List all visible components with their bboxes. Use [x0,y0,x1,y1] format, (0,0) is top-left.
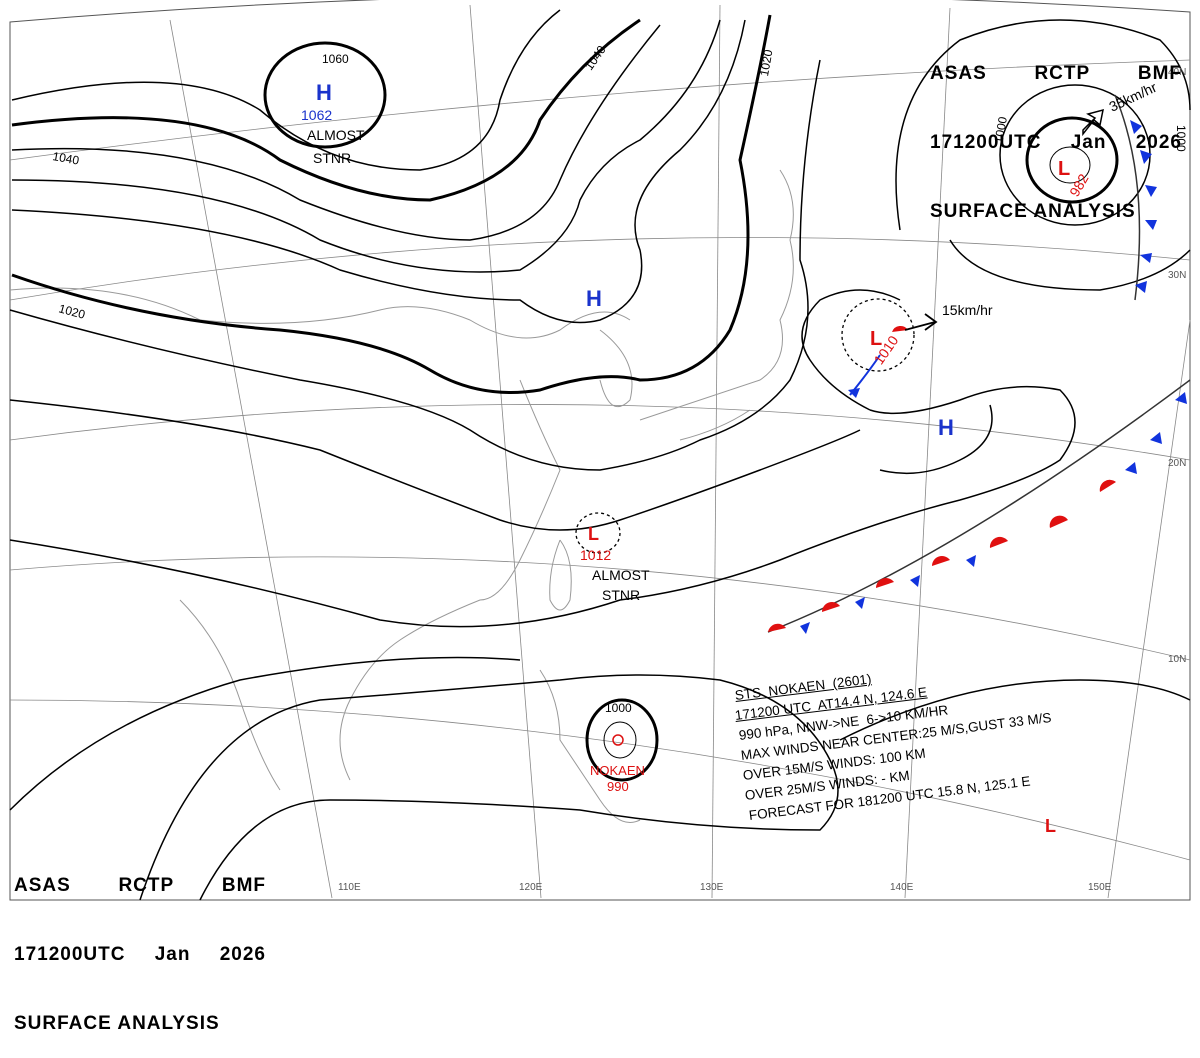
high-value: 1062 [301,107,332,123]
lon-label: 150E [1088,882,1112,893]
header-year: 2026 [1135,132,1182,153]
isobars [9,9,1191,901]
header-time: 171200UTC [14,944,126,965]
isobar-label: 1000 [1174,125,1188,152]
isobar-low-japan-dotted [841,298,915,372]
header-station: RCTP [118,875,175,896]
low-se-symbol: L [1045,816,1056,836]
coastlines [9,169,794,823]
lat-label: 40N [1168,67,1186,78]
high-symbol: H [316,80,332,105]
isobar-label: 1000 [992,115,1010,144]
high-east-symbol: H [938,415,954,440]
typhoon-info-block: STS NOKAEN (2601) 171200 UTC AT14.4 N, 1… [734,666,1135,823]
low-taiwan-note2: STNR [602,587,640,603]
lon-label: 110E [338,882,361,893]
isobar-typhoon-1000 [585,698,659,782]
japan-low-fronts [848,325,908,398]
header-top-right: ASAS RCTP BMF 171200UTC Jan 2026 SURFACE… [930,16,1182,246]
high-mid-symbol: H [586,286,602,311]
isobar-label: 1040 [51,149,80,167]
motion-arrow-ne-low [1082,108,1104,137]
header-month: Jan [154,944,191,965]
isobar-label: 1020 [757,48,775,77]
header-month: Jan [1070,132,1107,153]
low-taiwan-value: 1012 [580,547,611,563]
motion-arrow-japan-low [904,313,938,331]
typhoon-center [612,734,624,746]
graticule [9,4,1191,899]
isobar-label: 1000 [605,701,632,715]
header-agency: ASAS [930,63,987,84]
lat-label: 20N [1168,458,1186,469]
high-note2: STNR [313,150,351,166]
header-station: RCTP [1034,63,1091,84]
lon-label: 130E [700,882,724,893]
lat-label: 10N [1168,654,1186,665]
high-note1: ALMOST [307,127,365,143]
lat-label: 30N [1168,270,1186,281]
low-taiwan: L 1012 ALMOST STNR [580,524,650,603]
low-japan-speed: 15km/hr [942,302,993,318]
low-taiwan-note1: ALMOST [592,567,650,583]
map-frame [9,0,1191,901]
header-year: 2026 [219,944,266,965]
isobar-low-taiwan-dotted [575,512,621,554]
header-time: 171200UTC [930,132,1042,153]
header-code: BMF [221,875,266,896]
isobar-label: 1060 [322,52,349,66]
header-title: SURFACE ANALYSIS [930,201,1136,222]
low-japan: L 1010 15km/hr [870,302,993,367]
cold-front-ne [1114,94,1157,301]
stationary-front [767,379,1191,634]
low-ne-symbol: L [1058,158,1070,180]
header-code: BMF [1137,63,1182,84]
lon-label: 120E [519,882,543,893]
isobar-high-1060 [263,41,387,149]
low-japan-symbol: L [870,328,882,350]
header-agency: ASAS [14,875,71,896]
isobar-1040 [11,18,641,202]
header-title: SURFACE ANALYSIS [14,1013,220,1034]
isobar-1020-west [11,14,772,394]
typhoon-name: NOKAEN [590,763,645,778]
high-north: H 1062 ALMOST STNR [301,80,365,166]
typhoon-nokaen: NOKAEN 990 [590,734,645,794]
coordinate-labels: 110E 120E 130E 140E 150E 40N 30N 20N 10N [338,67,1186,893]
surface-analysis-map: H 1062 ALMOST STNR H H L 982 35km/hr L 1… [9,0,1191,901]
low-taiwan-symbol: L [588,524,599,544]
typhoon-value: 990 [607,779,629,794]
isobar-label: 1020 [57,301,87,322]
header-bottom-left: ASAS RCTP BMF 171200UTC Jan 2026 SURFACE… [14,828,266,1058]
lon-label: 140E [890,882,914,893]
